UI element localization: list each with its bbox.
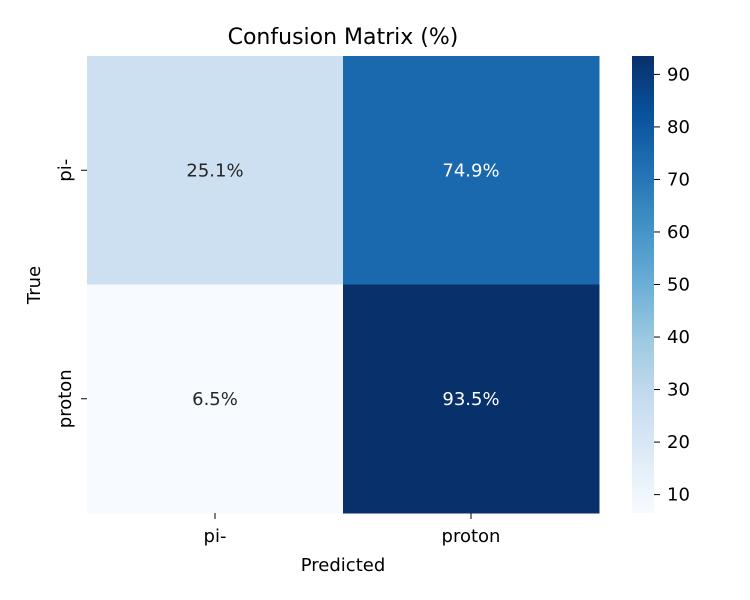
- colorbar-tick-label: 10: [667, 485, 690, 506]
- cell-annotations: 25.1% 74.9% 6.5% 93.5%: [186, 160, 499, 410]
- colorbar-tick-label: 20: [667, 432, 690, 453]
- colorbar-tick-label: 90: [667, 64, 690, 85]
- colorbar-tick-label: 80: [667, 117, 690, 138]
- colorbar-tick-label: 60: [667, 222, 690, 243]
- y-tick-label: pi-: [55, 159, 76, 182]
- colorbar-tick-label: 30: [667, 380, 690, 401]
- y-tick-label: proton: [55, 369, 76, 428]
- colorbar-tick-label: 40: [667, 327, 690, 348]
- cell-annotation: 25.1%: [186, 160, 243, 181]
- x-axis: pi-proton: [204, 513, 501, 547]
- cell-annotation: 93.5%: [442, 389, 499, 410]
- heatmap-cell: [87, 284, 344, 514]
- x-axis-label: Predicted: [301, 555, 386, 576]
- cell-annotation: 74.9%: [442, 160, 499, 181]
- colorbar-tick-label: 50: [667, 275, 690, 296]
- x-tick-label: proton: [442, 526, 501, 547]
- y-axis: pi-proton: [55, 159, 87, 428]
- y-axis-label: True: [24, 266, 45, 305]
- heatmap-cells: [87, 56, 600, 514]
- chart-title: Confusion Matrix (%): [228, 25, 459, 50]
- cell-annotation: 6.5%: [192, 389, 238, 410]
- colorbar-tick-label: 70: [667, 169, 690, 190]
- heatmap-cell: [87, 56, 344, 285]
- x-tick-label: pi-: [204, 526, 227, 547]
- heatmap-cell: [343, 284, 600, 514]
- colorbar: [632, 56, 654, 513]
- colorbar-ticks: 10 20 30 40 50 60 70 80 90: [654, 64, 690, 506]
- heatmap-cell: [343, 56, 600, 285]
